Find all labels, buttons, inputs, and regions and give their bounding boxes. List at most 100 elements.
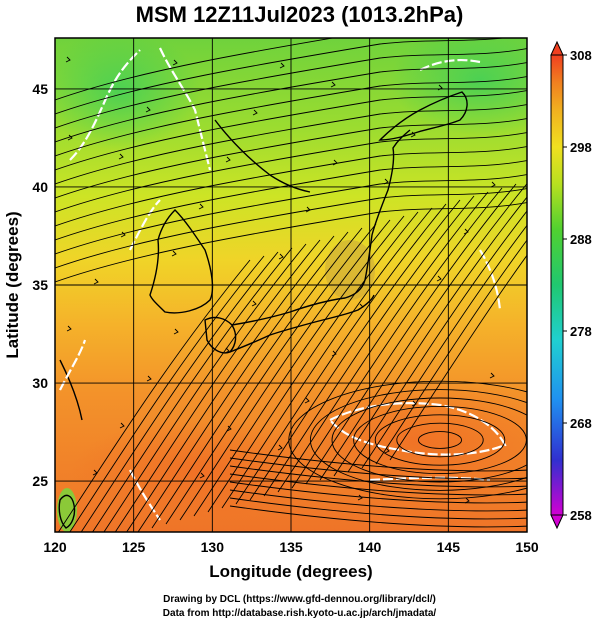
colorbar-min-arrow (550, 514, 564, 530)
streamline (319, 182, 527, 481)
latitude-tick-label: 35 (32, 277, 48, 293)
streamline-arrow (66, 325, 72, 332)
colorbar-tick-label: 278 (570, 324, 592, 339)
streamline (309, 389, 527, 491)
streamline (375, 239, 527, 465)
streamline-arrow (252, 109, 258, 116)
map-figure: 120 125 130 135 140 145 150 25 30 35 40 45 Longitu… (3, 37, 592, 581)
colorbar-tick-label: 308 (570, 48, 592, 63)
longitude-tick-label: 125 (122, 539, 146, 555)
streamline (55, 146, 527, 227)
streamline (331, 397, 527, 483)
streamline (229, 489, 527, 512)
streamline (126, 235, 335, 532)
streamline (55, 174, 527, 255)
streamline-arrow (332, 159, 338, 166)
colorbar-max-arrow (550, 40, 564, 56)
streamline-arrow (171, 250, 177, 257)
colorbar: 308 298 288 278 268 258 (550, 40, 592, 530)
streamline (229, 457, 527, 480)
streamline (55, 76, 527, 157)
streamline (55, 132, 527, 213)
streamline-arrow (65, 56, 71, 63)
streamline-arrow (411, 400, 417, 407)
longitude-tick-label: 135 (279, 539, 303, 555)
streamline-arrow (464, 497, 470, 504)
streamline (221, 207, 433, 509)
colorbar-scale (550, 54, 564, 516)
streamline (229, 473, 527, 496)
colorbar-tick-label: 268 (570, 416, 592, 431)
longitude-tick-label: 130 (201, 539, 225, 555)
streamline-arrow (330, 81, 336, 88)
streamline (55, 188, 527, 269)
streamline-arrow (198, 203, 204, 210)
graticule (55, 38, 527, 532)
longitude-tick-label: 150 (515, 539, 539, 555)
latitude-tick-label: 30 (32, 375, 48, 391)
streamline-arrow (251, 300, 257, 307)
streamline-arrow (93, 278, 99, 285)
streamline (263, 195, 475, 497)
streamline (151, 227, 363, 529)
streamline (207, 211, 419, 513)
contour-lines (59, 47, 507, 521)
credit-data: Data from http://database.rish.kyoto-u.a… (162, 608, 437, 619)
longitude-tick-labels: 120 125 130 135 140 145 150 (43, 539, 539, 555)
streamline-arrow (225, 156, 231, 163)
streamline (333, 196, 527, 477)
streamline (235, 203, 447, 505)
streamline (374, 414, 506, 466)
streamline (55, 118, 527, 199)
credit-drawing: Drawing by DCL (https://www.gfd-dennou.o… (163, 594, 436, 605)
streamline-arrow (463, 228, 469, 235)
plot-frame (54, 37, 528, 533)
streamline-arrow (224, 347, 230, 354)
streamline (361, 224, 527, 469)
colorbar-tick-label: 258 (570, 508, 592, 523)
streamline (92, 247, 293, 532)
streamline-arrow (278, 253, 284, 260)
streamline-arrow (92, 469, 98, 476)
streamline (229, 481, 527, 504)
streamline (55, 48, 527, 129)
streamline (69, 255, 265, 532)
streamline (55, 38, 335, 101)
streamline-arrow (279, 62, 285, 69)
streamline-arrow (119, 422, 125, 429)
streamline-arrow (172, 59, 178, 66)
streamline (55, 62, 527, 143)
streamline (229, 465, 527, 488)
streamline-arrow (358, 303, 364, 310)
streamline (288, 380, 527, 500)
streamline (80, 251, 279, 532)
coastlines (58, 91, 468, 529)
streamline (55, 90, 527, 171)
streamline (55, 104, 527, 185)
streamline-arrow (173, 328, 179, 335)
streamline-arrow (118, 153, 124, 160)
latitude-tick-label: 40 (32, 179, 48, 195)
streamline-arrow (410, 131, 416, 138)
streamline-arrow (146, 375, 152, 382)
streamline (55, 160, 527, 241)
longitude-tick-label: 140 (358, 539, 382, 555)
streamline-arrow (436, 275, 442, 282)
streamline (417, 431, 463, 449)
streamline (229, 497, 527, 520)
latitude-tick-label: 25 (32, 473, 48, 489)
streamline-arrow (383, 178, 389, 185)
colorbar-tick-label: 298 (570, 140, 592, 155)
streamline-arrow (145, 106, 151, 113)
y-axis-title: Latitude (degrees) (3, 211, 22, 358)
streamline-arrow (226, 425, 232, 432)
streamline (305, 183, 517, 485)
streamline (165, 223, 377, 525)
map-title: MSM 12Z11Jul2023 (1013.2hPa) (135, 2, 464, 27)
streamline (229, 505, 527, 528)
streamline-arrow (357, 494, 363, 501)
streamline (55, 202, 527, 283)
streamline (137, 231, 349, 532)
streamline (389, 254, 527, 461)
streamline-arrow (277, 444, 283, 451)
